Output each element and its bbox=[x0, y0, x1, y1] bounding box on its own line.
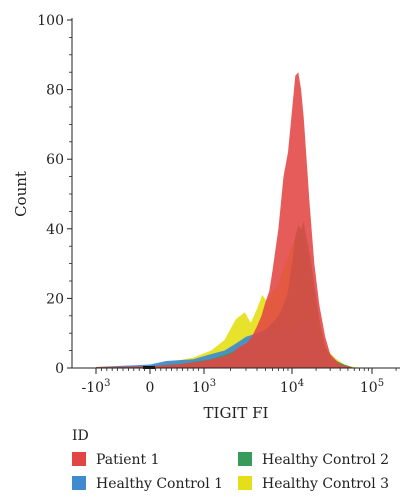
y-tick-label: 0 bbox=[55, 361, 64, 377]
x-tick-label: 104 bbox=[280, 378, 304, 396]
legend-label: Patient 1 bbox=[96, 452, 160, 468]
x-tick-label: 103 bbox=[192, 378, 216, 396]
legend-label: Healthy Control 2 bbox=[262, 452, 389, 468]
legend-label: Healthy Control 1 bbox=[96, 476, 223, 492]
legend-swatch bbox=[72, 476, 86, 490]
legend-swatch bbox=[238, 476, 252, 490]
legend-label: Healthy Control 3 bbox=[262, 476, 389, 492]
axes: 0 20 40 60 80 100 -103 0 103 104 105 TIGIT FI Count bbox=[12, 13, 400, 422]
x-tick-label: -103 bbox=[82, 378, 111, 396]
x-tick-label: 105 bbox=[360, 378, 384, 396]
plot-area bbox=[96, 72, 397, 369]
legend-swatch bbox=[72, 452, 86, 466]
x-tick-label: 0 bbox=[146, 380, 155, 396]
y-tick-label: 40 bbox=[46, 222, 64, 238]
y-tick-label: 20 bbox=[46, 291, 64, 307]
y-tick-label: 100 bbox=[37, 13, 64, 29]
y-tick-label: 80 bbox=[46, 83, 64, 99]
legend: ID Patient 1 Healthy Control 2 Healthy Cont… bbox=[72, 428, 389, 492]
legend-title: ID bbox=[72, 428, 89, 444]
x-axis-title: TIGIT FI bbox=[204, 404, 269, 422]
y-tick-label: 60 bbox=[46, 152, 64, 168]
y-axis-title: Count bbox=[12, 171, 30, 217]
legend-swatch bbox=[238, 452, 252, 466]
